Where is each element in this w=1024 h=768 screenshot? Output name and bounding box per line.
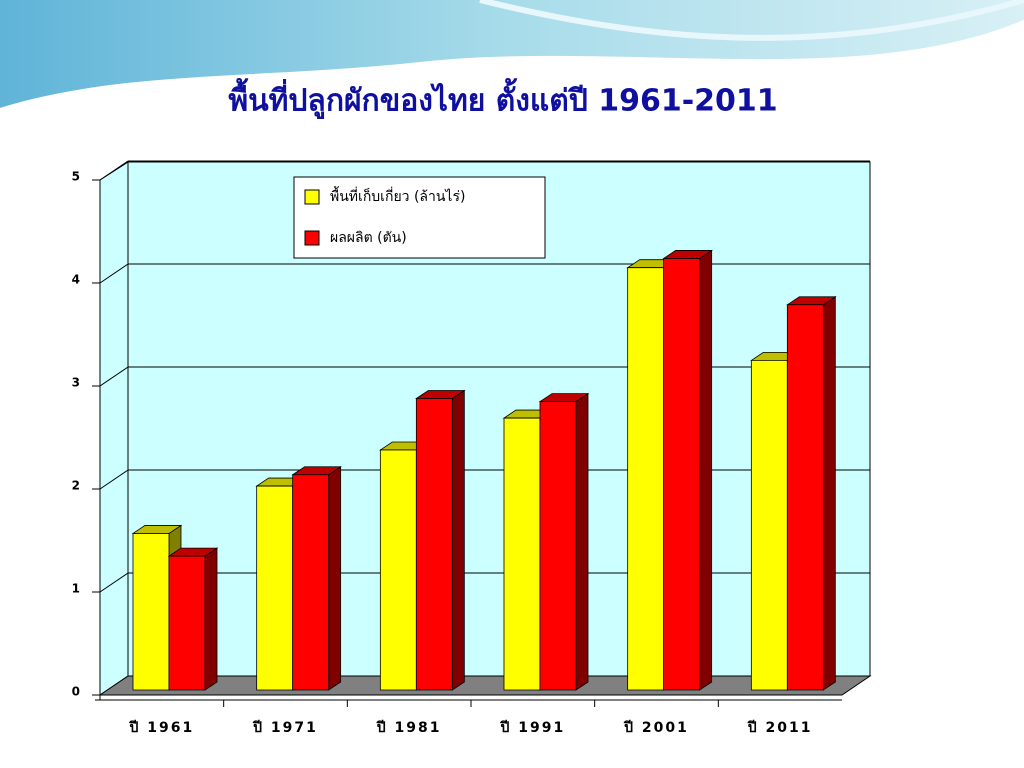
- header-wave: [0, 0, 1024, 110]
- legend: [293, 176, 546, 259]
- bar-face: [328, 465, 342, 691]
- bar: [538, 392, 590, 691]
- bar-face: [451, 389, 465, 691]
- wave-line: [0, 20, 1024, 112]
- bar: [291, 465, 342, 691]
- bar-face: [503, 417, 541, 691]
- y-tick-label: 0: [72, 685, 80, 699]
- y-tick-label: 2: [72, 479, 80, 493]
- x-tick-label: ปี 2011: [746, 720, 812, 736]
- side-wall: [99, 161, 129, 696]
- bar-face: [627, 267, 665, 691]
- bar-face: [132, 533, 170, 691]
- bar-face: [575, 392, 589, 691]
- x-tick-label: ปี 1991: [499, 720, 565, 736]
- grid-line: [99, 160, 129, 181]
- grid-line: [99, 263, 129, 284]
- legend-label: ผลผลิต (ตัน): [330, 230, 407, 246]
- bar-face: [168, 555, 206, 691]
- y-tick-label: 1: [72, 582, 80, 596]
- chart-title: พื้นที่ปลูกผักของไทย ตั้งแต่ปี 1961-2011: [228, 78, 777, 120]
- bar-face: [379, 449, 417, 691]
- grid-line: [99, 572, 129, 593]
- bar: [167, 547, 219, 691]
- x-tick-label: ปี 2001: [623, 720, 689, 736]
- bar-face: [539, 401, 577, 691]
- bar: [415, 389, 466, 691]
- x-tick-label: ปี 1971: [252, 720, 318, 736]
- wave-line: [479, 0, 1024, 41]
- y-tick-label: 3: [72, 376, 80, 390]
- legend-label: พื้นที่เก็บเกี่ยว (ล้านไร่): [330, 186, 465, 205]
- y-tick-label: 5: [72, 170, 80, 184]
- bar-face: [822, 296, 836, 691]
- x-tick-label: ปี 1961: [128, 720, 194, 736]
- bar-face: [786, 304, 824, 691]
- bar: [662, 249, 713, 691]
- bar-face: [256, 485, 294, 691]
- bar: [786, 296, 837, 691]
- bar-face: [415, 398, 453, 691]
- x-tick-label: ปี 1981: [375, 720, 441, 736]
- grid-line: [99, 469, 129, 490]
- grid-line: [99, 366, 129, 387]
- bar-face: [292, 474, 330, 691]
- y-tick-label: 4: [72, 273, 80, 287]
- bar-face: [663, 258, 701, 691]
- bar-face: [204, 547, 218, 691]
- bar-face: [699, 249, 713, 691]
- bar-face: [750, 359, 788, 691]
- legend-swatch: [304, 189, 320, 205]
- legend-swatch: [304, 230, 320, 246]
